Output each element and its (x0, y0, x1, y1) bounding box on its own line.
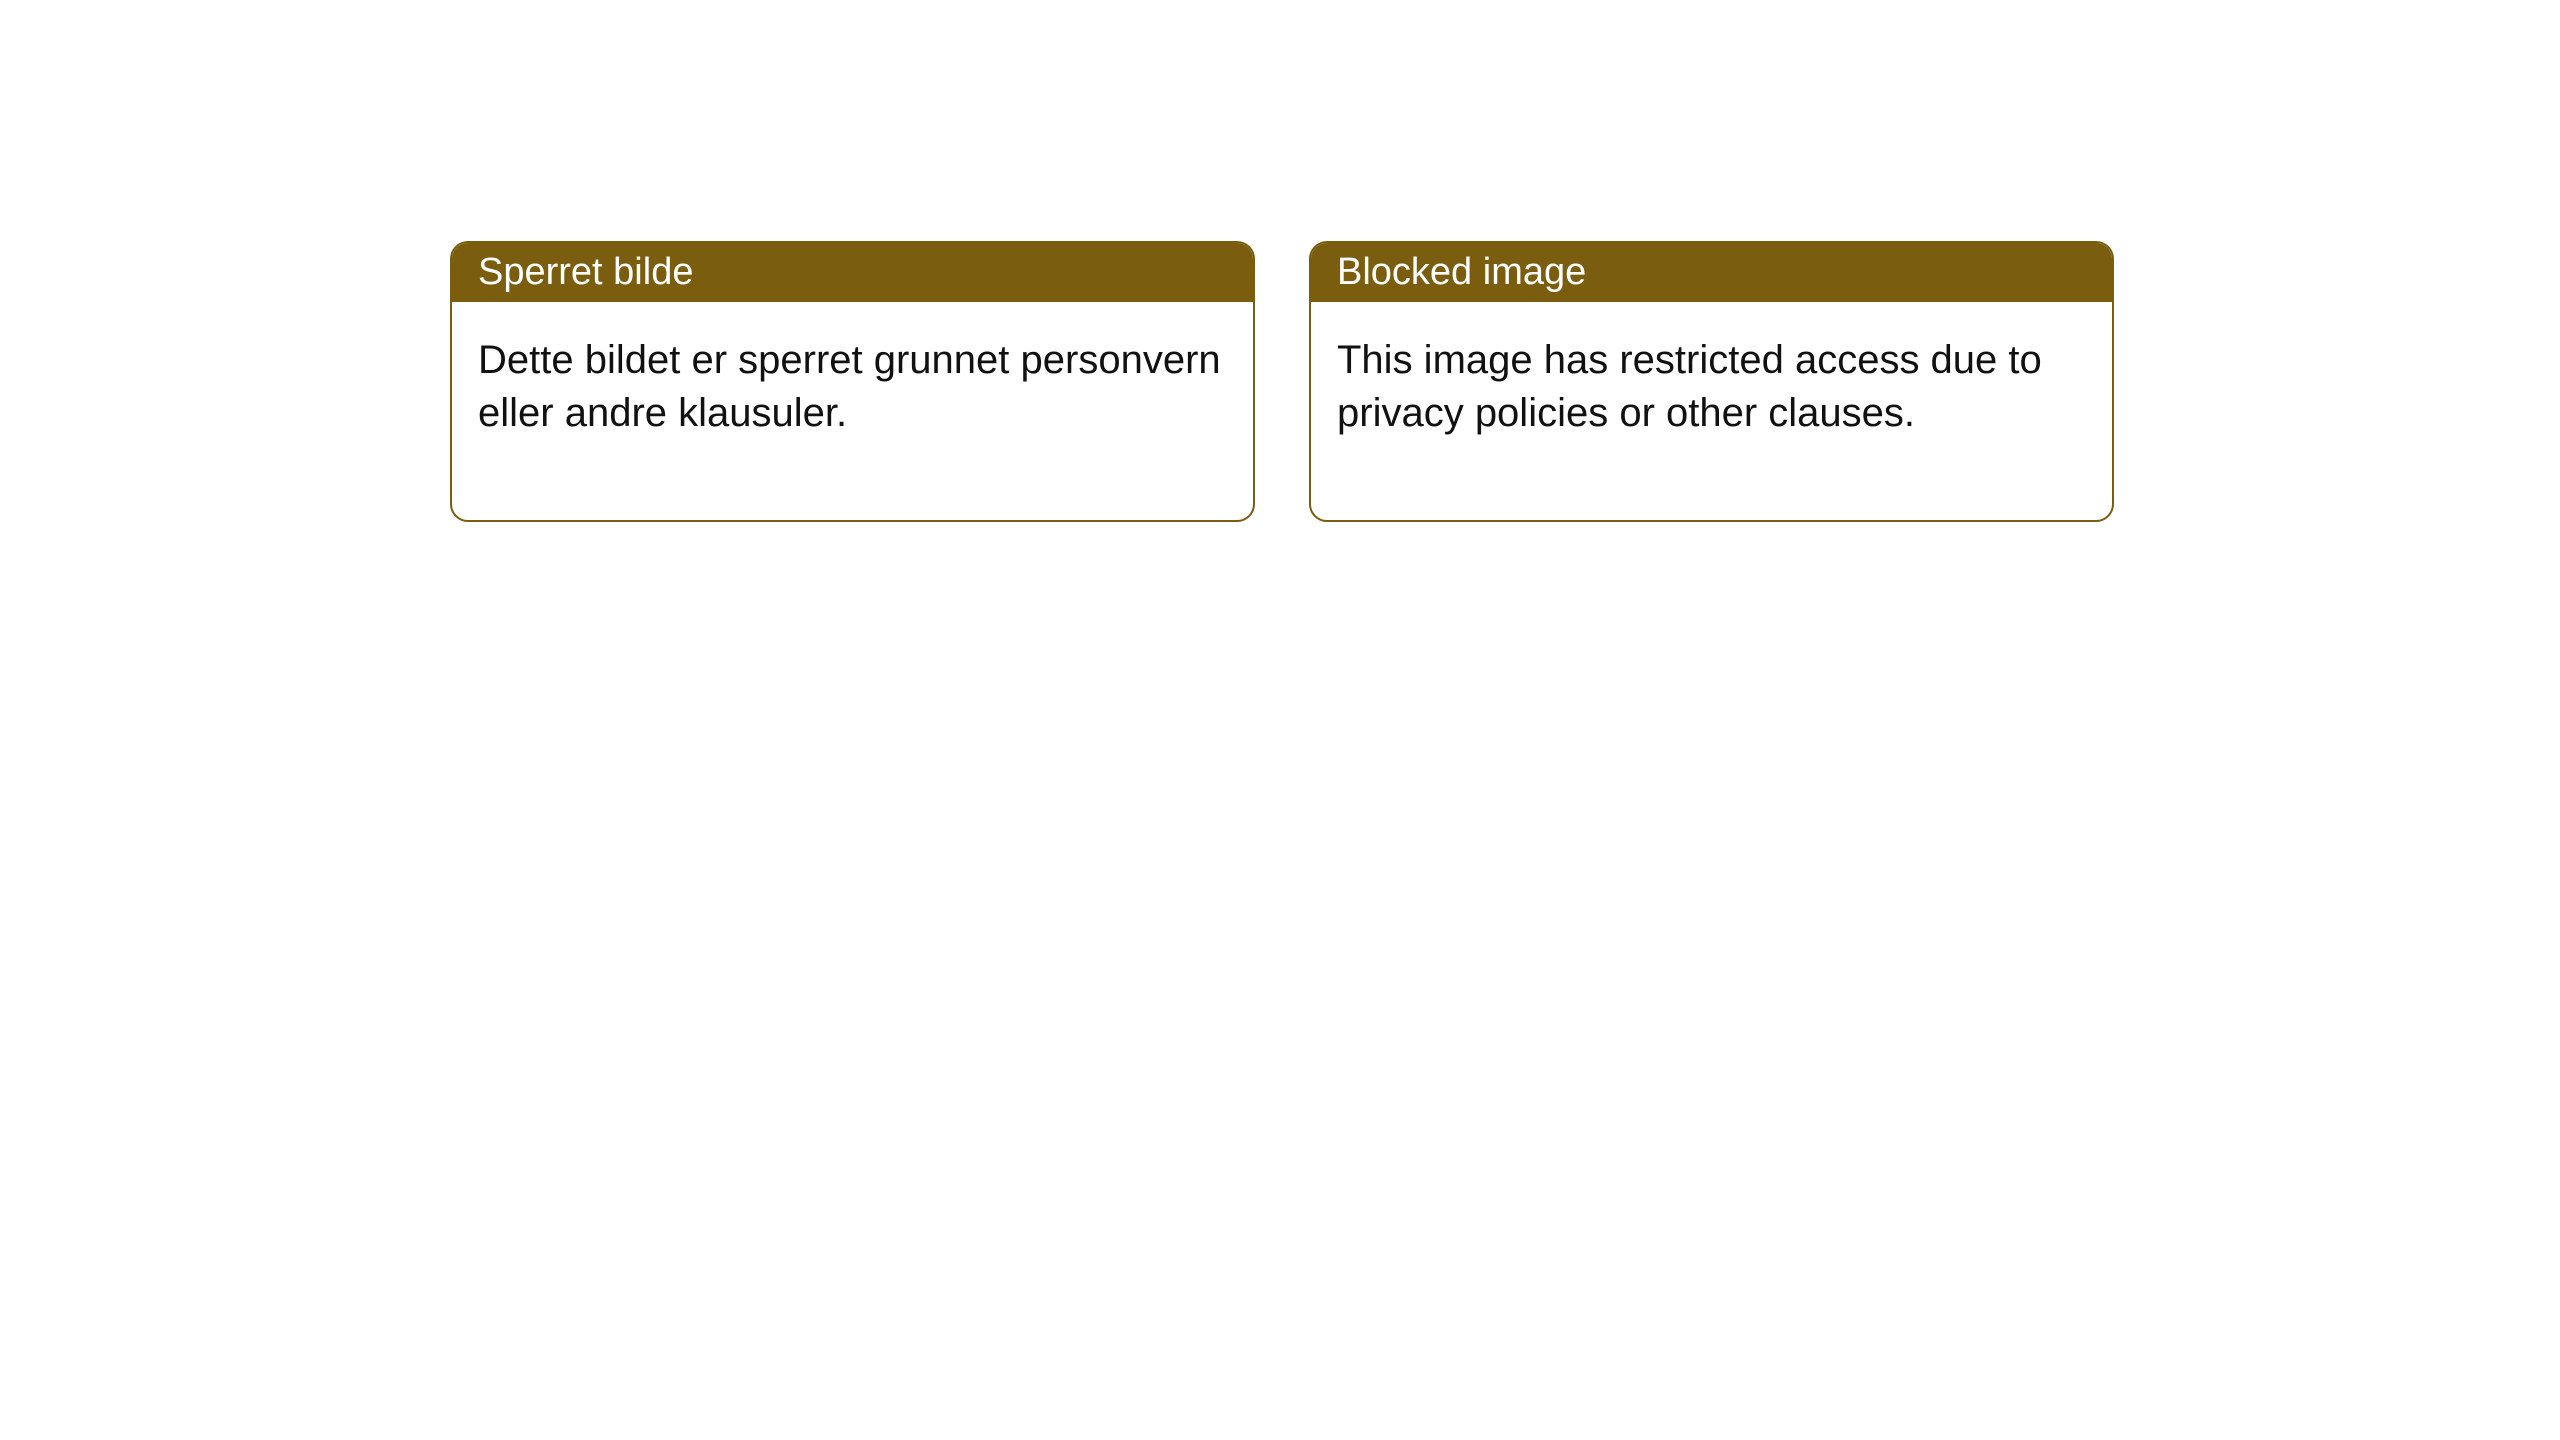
notice-container: Sperret bilde Dette bildet er sperret gr… (450, 241, 2114, 522)
notice-card-title: Blocked image (1311, 243, 2112, 302)
notice-card-body: Dette bildet er sperret grunnet personve… (452, 302, 1253, 520)
notice-card-title: Sperret bilde (452, 243, 1253, 302)
notice-card-body: This image has restricted access due to … (1311, 302, 2112, 520)
notice-card-no: Sperret bilde Dette bildet er sperret gr… (450, 241, 1255, 522)
notice-card-en: Blocked image This image has restricted … (1309, 241, 2114, 522)
